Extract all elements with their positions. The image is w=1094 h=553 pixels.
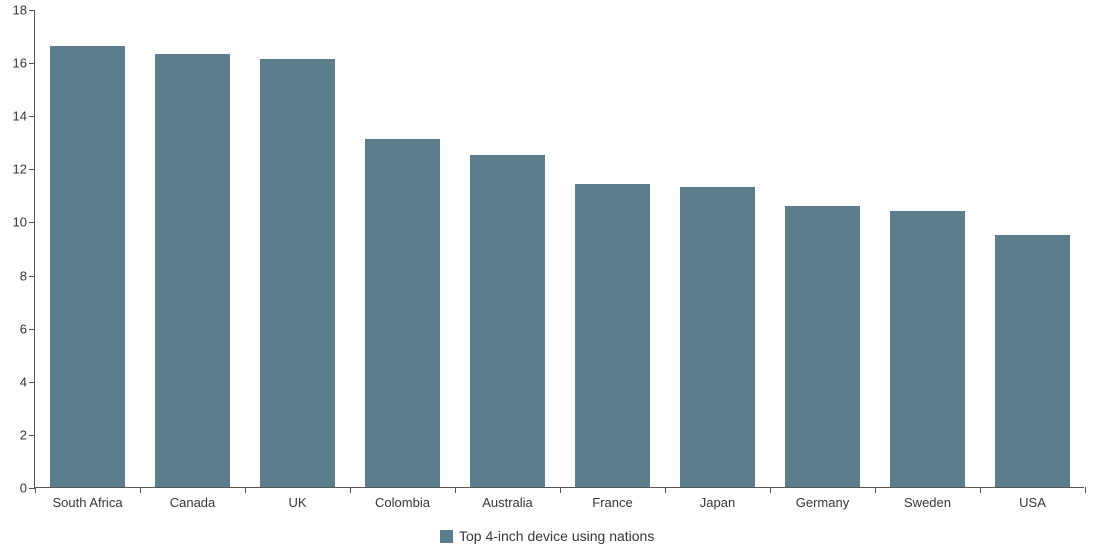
x-tick-label: Germany — [796, 487, 849, 510]
bar — [575, 184, 651, 487]
legend-label: Top 4-inch device using nations — [459, 528, 654, 544]
x-tick-label: Colombia — [375, 487, 430, 510]
y-tick-mark — [29, 10, 35, 11]
x-tick-mark — [140, 487, 141, 493]
y-tick-mark — [29, 329, 35, 330]
bar — [680, 187, 756, 487]
y-tick-mark — [29, 169, 35, 170]
x-tick-mark — [35, 487, 36, 493]
x-tick-label: Sweden — [904, 487, 951, 510]
x-tick-mark — [1085, 487, 1086, 493]
x-tick-label: Australia — [482, 487, 533, 510]
bar — [890, 211, 966, 487]
bar — [785, 206, 861, 487]
y-tick-mark — [29, 222, 35, 223]
bar — [260, 59, 336, 487]
bar — [155, 54, 231, 487]
x-tick-mark — [875, 487, 876, 493]
legend-swatch — [440, 530, 453, 543]
x-tick-mark — [560, 487, 561, 493]
y-tick-mark — [29, 116, 35, 117]
x-tick-label: South Africa — [52, 487, 122, 510]
bar — [470, 155, 546, 487]
x-tick-mark — [980, 487, 981, 493]
x-tick-mark — [455, 487, 456, 493]
x-tick-mark — [245, 487, 246, 493]
bar — [365, 139, 441, 487]
x-tick-mark — [350, 487, 351, 493]
x-tick-label: Japan — [700, 487, 735, 510]
y-tick-mark — [29, 435, 35, 436]
y-tick-mark — [29, 382, 35, 383]
bar — [50, 46, 126, 487]
y-tick-mark — [29, 63, 35, 64]
bar — [995, 235, 1071, 487]
y-tick-mark — [29, 276, 35, 277]
x-tick-label: Canada — [170, 487, 216, 510]
x-tick-label: France — [592, 487, 632, 510]
x-tick-mark — [665, 487, 666, 493]
bar-chart: 024681012141618South AfricaCanadaUKColom… — [0, 0, 1094, 553]
x-tick-mark — [770, 487, 771, 493]
legend: Top 4-inch device using nations — [440, 528, 654, 544]
x-tick-label: USA — [1019, 487, 1046, 510]
x-tick-label: UK — [288, 487, 306, 510]
plot-area: 024681012141618South AfricaCanadaUKColom… — [34, 10, 1084, 488]
